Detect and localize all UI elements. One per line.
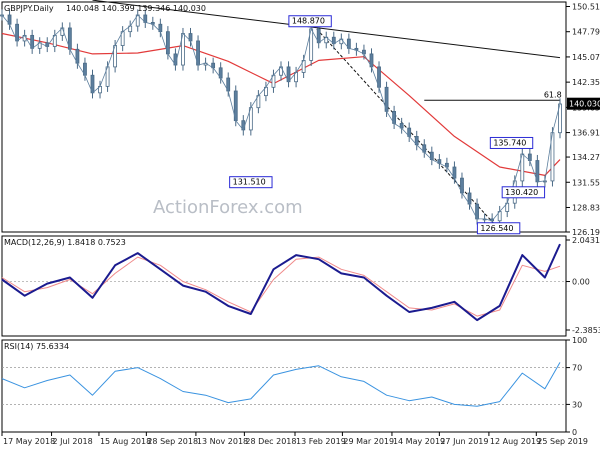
x-tick-label: 25 Sep 2019 bbox=[537, 437, 588, 446]
fib-label: 61.8 bbox=[544, 91, 562, 100]
annotation-label: 126.540 bbox=[480, 224, 513, 233]
rsi-y-tick-label: 70 bbox=[572, 364, 582, 373]
x-tick-label: 28 Sep 2018 bbox=[147, 437, 198, 446]
macd-frame bbox=[2, 236, 566, 336]
rsi-title: RSI(14) 75.6334 bbox=[4, 342, 69, 351]
ohlc-readout: 140.048 140.399 139.346 140.030 bbox=[66, 4, 206, 13]
price-y-tick-label: 128.835 bbox=[572, 203, 600, 212]
x-tick-label: 12 Aug 2019 bbox=[490, 437, 541, 446]
x-tick-label: 13 Nov 2018 bbox=[197, 437, 248, 446]
annotation-label: 148.870 bbox=[292, 17, 325, 26]
x-tick-label: 29 Mar 2019 bbox=[343, 437, 394, 446]
rsi-frame bbox=[2, 340, 566, 432]
x-tick-label: 14 May 2019 bbox=[393, 437, 445, 446]
annotation-label: 130.420 bbox=[505, 188, 538, 197]
rsi-y-tick-label: 0 bbox=[572, 428, 577, 437]
x-tick-label: 13 Feb 2019 bbox=[296, 437, 346, 446]
price-y-tick-label: 147.795 bbox=[572, 28, 600, 37]
x-tick-label: 2 Jul 2018 bbox=[53, 437, 93, 446]
x-tick-label: 15 Aug 2018 bbox=[100, 437, 151, 446]
x-tick-label: 17 May 2018 bbox=[3, 437, 55, 446]
macd-y-tick-label: 2.0431 bbox=[572, 236, 600, 245]
price-y-tick-label: 136.915 bbox=[572, 129, 600, 138]
x-tick-label: 27 Jun 2019 bbox=[440, 437, 488, 446]
x-tick-label: 28 Dec 2018 bbox=[245, 437, 296, 446]
macd-y-tick-label: 0.00 bbox=[572, 278, 590, 287]
price-y-tick-label: 150.515 bbox=[572, 2, 600, 11]
macd-panel: 2.0431 0.00 -2.3853 bbox=[2, 236, 600, 336]
price-title: GBPJPY.Daily bbox=[4, 4, 54, 13]
watermark: ActionForex.com bbox=[153, 197, 303, 218]
rsi-y-tick-label: 100 bbox=[572, 336, 587, 345]
price-y-tick-label: 131.555 bbox=[572, 178, 600, 187]
rsi-y-tick-label: 30 bbox=[572, 400, 582, 409]
price-y-tick-label: 145.075 bbox=[572, 53, 600, 62]
macd-title: MACD(12,26,9) 1.8418 0.7523 bbox=[4, 238, 126, 247]
last-price-label: 140.030 bbox=[569, 100, 600, 109]
price-y-tick-label: 142.355 bbox=[572, 78, 600, 87]
price-y-tick-label: 134.275 bbox=[572, 153, 600, 162]
annotation-label: 131.510 bbox=[233, 178, 266, 187]
annotation-label: 135.740 bbox=[493, 138, 526, 147]
macd-y-tick-label: -2.3853 bbox=[572, 326, 600, 335]
